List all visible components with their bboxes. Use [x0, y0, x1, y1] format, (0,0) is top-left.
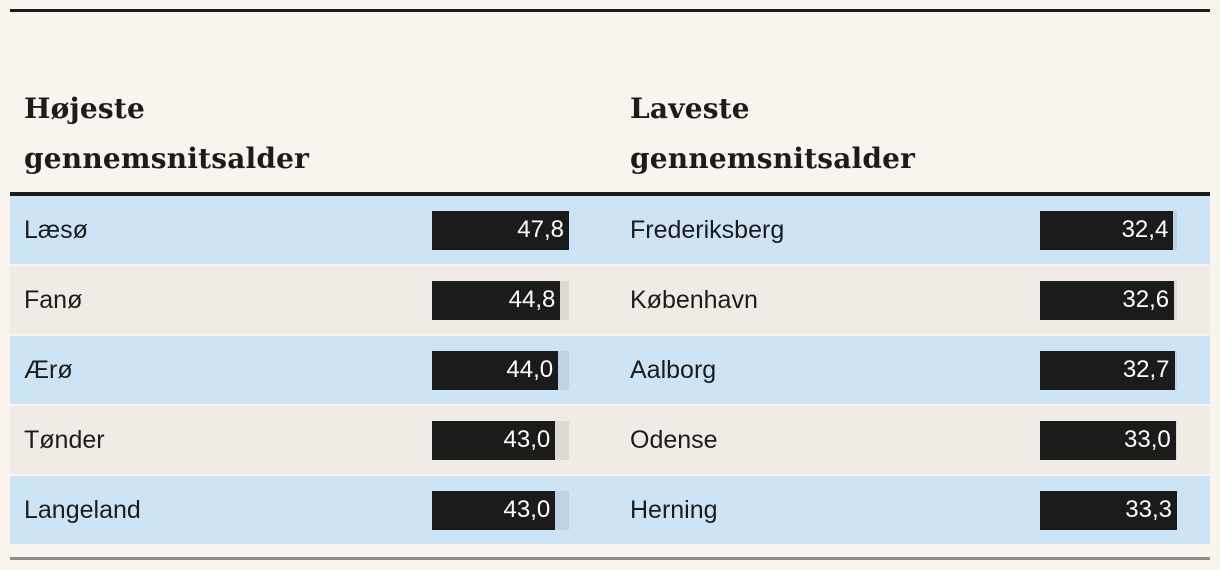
table-row: Tønder 43,0 Odense 33,0: [10, 406, 1210, 474]
bar-track: 43,0: [432, 490, 569, 530]
bar-track: 32,4: [1040, 210, 1177, 250]
municipality-label: København: [630, 285, 758, 314]
table-row: Læsø 47,8 Frederiksberg 32,4: [10, 196, 1210, 264]
value-bar: 32,6: [1040, 280, 1175, 320]
value-bar: 32,4: [1040, 210, 1174, 250]
municipality-label: Læsø: [24, 215, 88, 244]
value-bar: 43,0: [432, 490, 556, 530]
bar-track: 32,7: [1040, 350, 1177, 390]
municipality-label: Fanø: [24, 285, 83, 314]
municipality-label: Aalborg: [630, 355, 717, 384]
header-line: gennemsnitsalder: [24, 142, 310, 175]
table-row: Langeland 43,0 Herning 33,3: [10, 476, 1210, 544]
value-bar: 33,0: [1040, 420, 1176, 460]
top-divider: [10, 9, 1210, 12]
bar-track: 44,0: [432, 350, 569, 390]
bar-track: 33,0: [1040, 420, 1177, 460]
table-row: Fanø 44,8 København 32,6: [10, 266, 1210, 334]
bar-track: 43,0: [432, 420, 569, 460]
header-line: Højeste: [24, 92, 145, 125]
value-bar: 44,0: [432, 350, 559, 390]
value-bar: 44,8: [432, 280, 561, 320]
bar-track: 33,3: [1040, 490, 1177, 530]
table-row: Ærø 44,0 Aalborg 32,7: [10, 336, 1210, 404]
municipality-label: Odense: [630, 425, 718, 454]
municipality-label: Frederiksberg: [630, 215, 785, 244]
municipality-label: Tønder: [24, 425, 105, 454]
municipality-label: Herning: [630, 495, 718, 524]
value-bar: 47,8: [432, 210, 569, 250]
bar-track: 44,8: [432, 280, 569, 320]
column-header-lowest: Laveste gennemsnitsalder: [630, 84, 1210, 184]
value-bar: 32,7: [1040, 350, 1175, 390]
bar-track: 47,8: [432, 210, 569, 250]
municipality-label: Ærø: [24, 355, 73, 384]
table-body: Læsø 47,8 Frederiksberg 32,4 Fanø 44,8 K…: [10, 192, 1210, 544]
value-bar: 33,3: [1040, 490, 1177, 530]
bottom-divider: [10, 557, 1210, 560]
value-bar: 43,0: [432, 420, 556, 460]
bar-track: 32,6: [1040, 280, 1177, 320]
header-line: gennemsnitsalder: [630, 142, 916, 175]
header-row: Højeste gennemsnitsalder Laveste gennems…: [10, 12, 1210, 192]
header-line: Laveste: [630, 92, 750, 125]
municipality-label: Langeland: [24, 495, 141, 524]
infographic-age-table: Højeste gennemsnitsalder Laveste gennems…: [0, 9, 1220, 570]
column-header-highest: Højeste gennemsnitsalder: [24, 84, 630, 184]
